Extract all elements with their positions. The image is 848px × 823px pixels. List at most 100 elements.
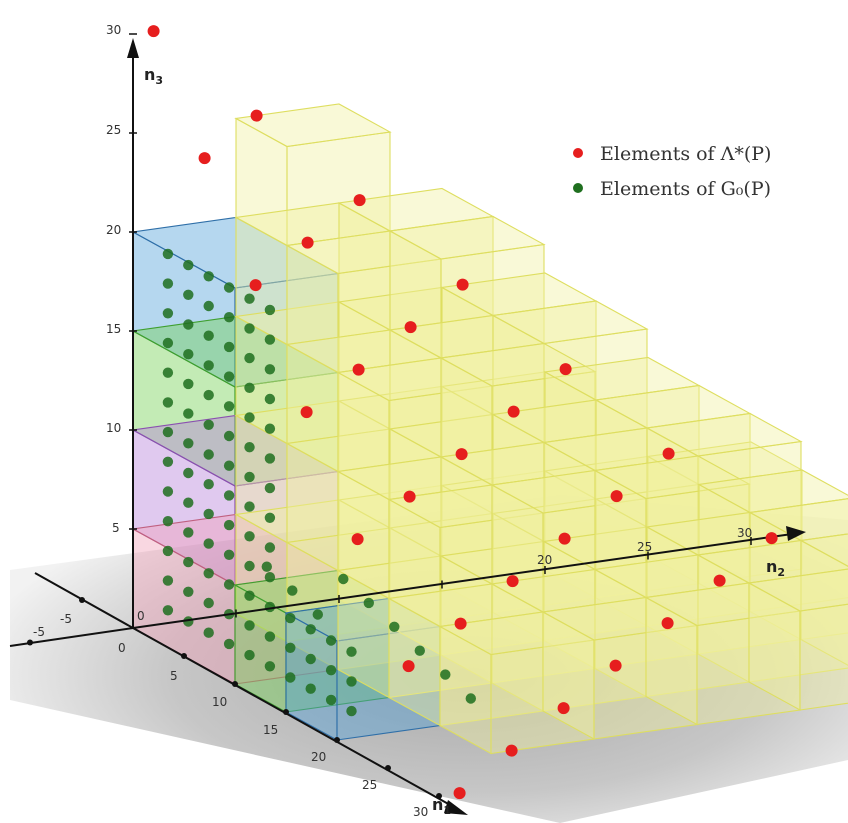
- legend-green-label: Elements of G₀(P): [600, 178, 771, 200]
- green-lattice-dot: [305, 683, 316, 694]
- green-lattice-dot: [264, 572, 276, 583]
- n2-arrowhead: [786, 526, 806, 541]
- red-lattice-dot: [609, 659, 622, 672]
- green-lattice-dot: [325, 635, 337, 646]
- red-lattice-dot: [558, 532, 571, 545]
- red-lattice-dot: [300, 406, 313, 419]
- n2-axis-label: n2: [766, 557, 785, 579]
- green-lattice-dot: [223, 341, 235, 353]
- red-lattice-dot: [455, 448, 468, 461]
- green-lattice-dot: [162, 426, 174, 438]
- green-lattice-dot: [389, 621, 400, 632]
- green-lattice-dot: [162, 575, 174, 586]
- green-lattice-dot: [264, 512, 276, 523]
- green-lattice-dot: [183, 259, 194, 271]
- green-lattice-dot: [312, 609, 323, 620]
- n1-tick-label: 25: [362, 778, 377, 792]
- lattice-box: [747, 568, 848, 711]
- green-lattice-dot: [183, 289, 194, 300]
- red-lattice-dot: [351, 533, 364, 546]
- green-lattice-dot: [264, 304, 276, 316]
- legend-green-marker: [573, 183, 583, 193]
- red-lattice-dot: [713, 574, 726, 587]
- green-lattice-dot: [244, 323, 255, 334]
- n3-tick-label: 0: [137, 609, 145, 623]
- green-lattice-dot: [162, 337, 174, 349]
- red-lattice-dot: [454, 617, 467, 630]
- n1-tick-label: 5: [170, 669, 178, 683]
- green-lattice-dot: [162, 605, 174, 616]
- green-lattice-dot: [203, 360, 214, 371]
- n1-tick-mark: [181, 653, 187, 659]
- red-lattice-dot: [507, 405, 520, 418]
- n2-tick-label: 25: [637, 540, 652, 554]
- green-lattice-dot: [244, 471, 255, 483]
- box-stack: [131, 103, 848, 755]
- red-lattice-dot: [403, 490, 416, 503]
- red-lattice-dot: [352, 363, 365, 376]
- green-lattice-dot: [264, 631, 276, 642]
- n1-tick-mark: [232, 681, 238, 687]
- green-lattice-dot: [183, 319, 194, 330]
- green-lattice-dot: [183, 467, 194, 479]
- green-lattice-dot: [244, 293, 255, 304]
- lattice-box: [697, 469, 848, 613]
- lattice-box: [388, 215, 546, 359]
- n2-axis-line: [132, 533, 793, 629]
- green-lattice-dot: [261, 561, 272, 572]
- red-lattice-dot: [250, 109, 263, 122]
- lattice-box: [799, 533, 848, 666]
- green-lattice-dot: [363, 597, 374, 609]
- red-lattice-dot: [662, 447, 675, 460]
- green-lattice-dot: [440, 669, 451, 680]
- green-lattice-dot: [162, 545, 174, 557]
- legend-red-marker: [573, 148, 583, 158]
- red-lattice-dot: [353, 194, 366, 207]
- green-lattice-dot: [223, 460, 235, 471]
- green-lattice-dot: [183, 527, 194, 538]
- n3-arrowhead: [127, 38, 139, 58]
- green-lattice-dot: [346, 646, 357, 657]
- green-lattice-dot: [203, 389, 214, 401]
- n1-tick-label: 20: [311, 750, 326, 764]
- n2-tick-label: 20: [537, 553, 552, 567]
- n3-tick-label: 25: [106, 123, 121, 137]
- n3-tick-label: 5: [112, 521, 120, 535]
- n1-tick-mark: [334, 737, 340, 743]
- red-dots: [147, 25, 778, 800]
- n3-axis-label: n3: [144, 65, 163, 87]
- green-lattice-dot: [162, 516, 174, 527]
- red-lattice-dot: [456, 278, 469, 291]
- green-lattice-dot: [162, 278, 174, 289]
- n1-axis-label: n1: [432, 795, 451, 817]
- red-lattice-dot: [557, 702, 570, 715]
- green-lattice-dot: [264, 453, 276, 464]
- n3-tick-label: 20: [106, 223, 121, 237]
- green-lattice-dot: [183, 497, 194, 508]
- lattice-box: [593, 455, 751, 599]
- green-lattice-dot: [203, 271, 214, 282]
- legend: Elements of Λ*(P) Elements of G₀(P): [573, 143, 771, 200]
- red-lattice-dot: [559, 363, 572, 376]
- green-lattice-dot: [285, 672, 296, 683]
- green-lattice-dot: [244, 352, 255, 364]
- red-lattice-dot: [249, 279, 262, 292]
- green-lattice-dot: [162, 456, 174, 467]
- green-lattice-dot: [285, 612, 296, 624]
- red-lattice-dot: [505, 744, 518, 757]
- green-lattice-dot: [338, 573, 349, 585]
- green-lattice-dot: [223, 282, 235, 293]
- green-lattice-dot: [244, 649, 255, 661]
- n2-tick-mark: [27, 639, 33, 646]
- green-lattice-dot: [162, 248, 174, 260]
- green-lattice-dot: [244, 442, 255, 453]
- green-lattice-dot: [162, 367, 174, 378]
- green-lattice-dot: [346, 676, 357, 687]
- green-lattice-dot: [285, 642, 296, 653]
- legend-red-label: Elements of Λ*(P): [600, 143, 771, 165]
- red-lattice-dot: [402, 660, 415, 673]
- green-lattice-dot: [264, 334, 276, 345]
- green-lattice-dot: [244, 531, 255, 542]
- green-lattice-dot: [223, 430, 235, 442]
- red-lattice-dot: [765, 532, 778, 545]
